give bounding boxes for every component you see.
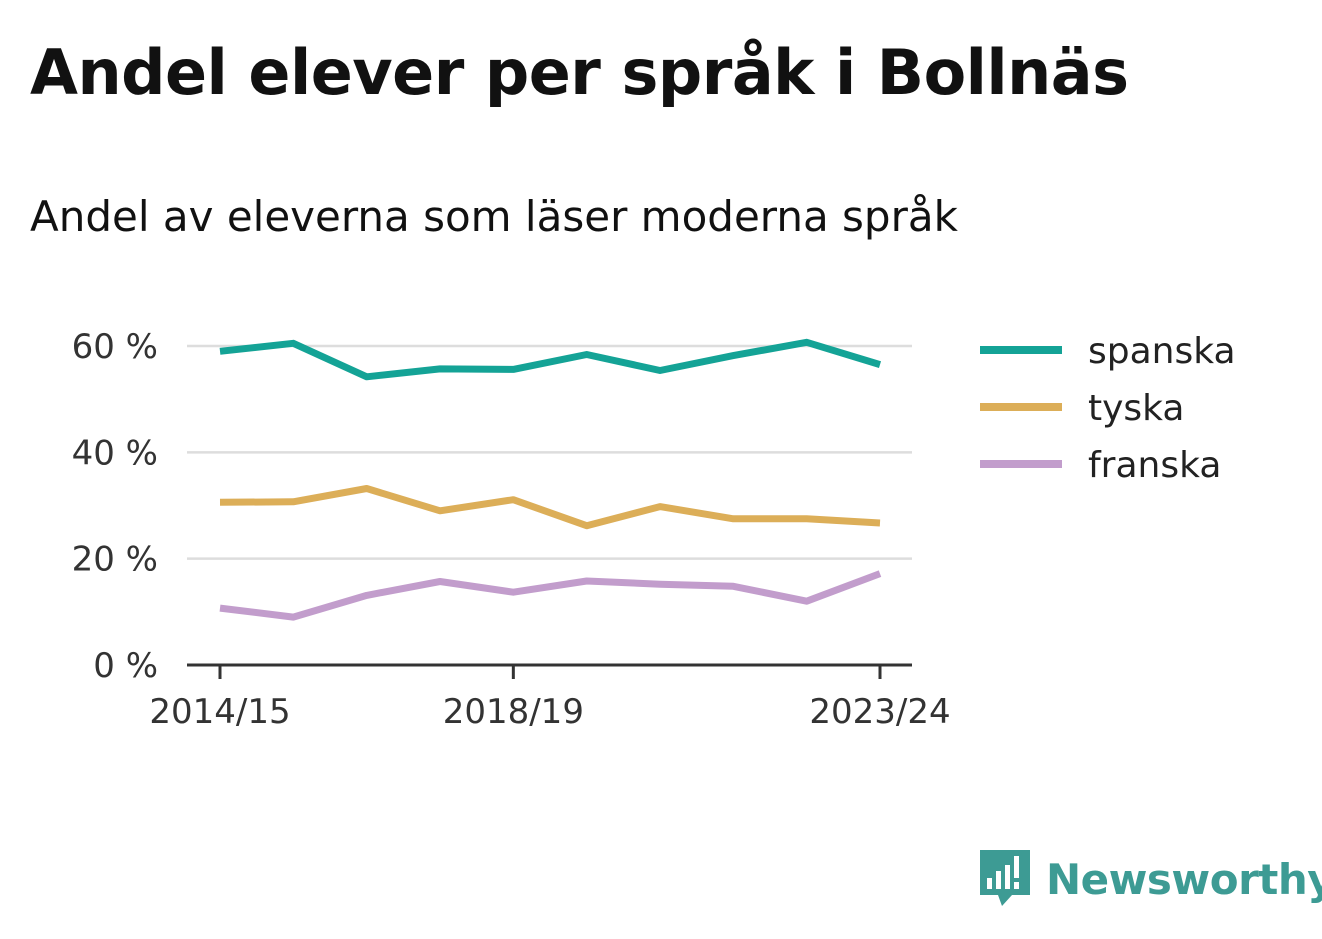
series-line-tyska — [219, 485, 881, 530]
chart-subtitle: Andel av eleverna som läser moderna språ… — [30, 192, 958, 241]
legend-label-spanska: spanska — [1088, 331, 1236, 372]
x-axis: 2014/15 2018/19 2023/24 — [149, 663, 951, 732]
legend: spanska tyska franska — [980, 331, 1236, 486]
x-tick-label: 2018/19 — [443, 692, 584, 732]
x-tick-label: 2014/15 — [149, 692, 290, 732]
gridlines: 0 % 20 % 40 % 60 % — [72, 327, 912, 686]
legend-label-tyska: tyska — [1088, 388, 1184, 429]
chart-title: Andel elever per språk i Bollnäs — [30, 36, 1129, 109]
series-lines — [219, 338, 882, 621]
brand-logo: Newsworthy — [980, 848, 1322, 910]
y-tick-label: 40 % — [72, 433, 158, 473]
y-tick-label: 60 % — [72, 327, 158, 367]
series-line-franska — [219, 570, 882, 621]
y-tick-label: 20 % — [72, 540, 158, 580]
legend-label-franska: franska — [1088, 445, 1221, 486]
brand-name: Newsworthy — [1046, 854, 1322, 904]
series-line-spanska — [219, 338, 882, 381]
bar-chart-bubble-icon — [980, 850, 1030, 906]
y-tick-label: 0 % — [93, 646, 158, 686]
x-tick-label: 2023/24 — [809, 692, 950, 732]
